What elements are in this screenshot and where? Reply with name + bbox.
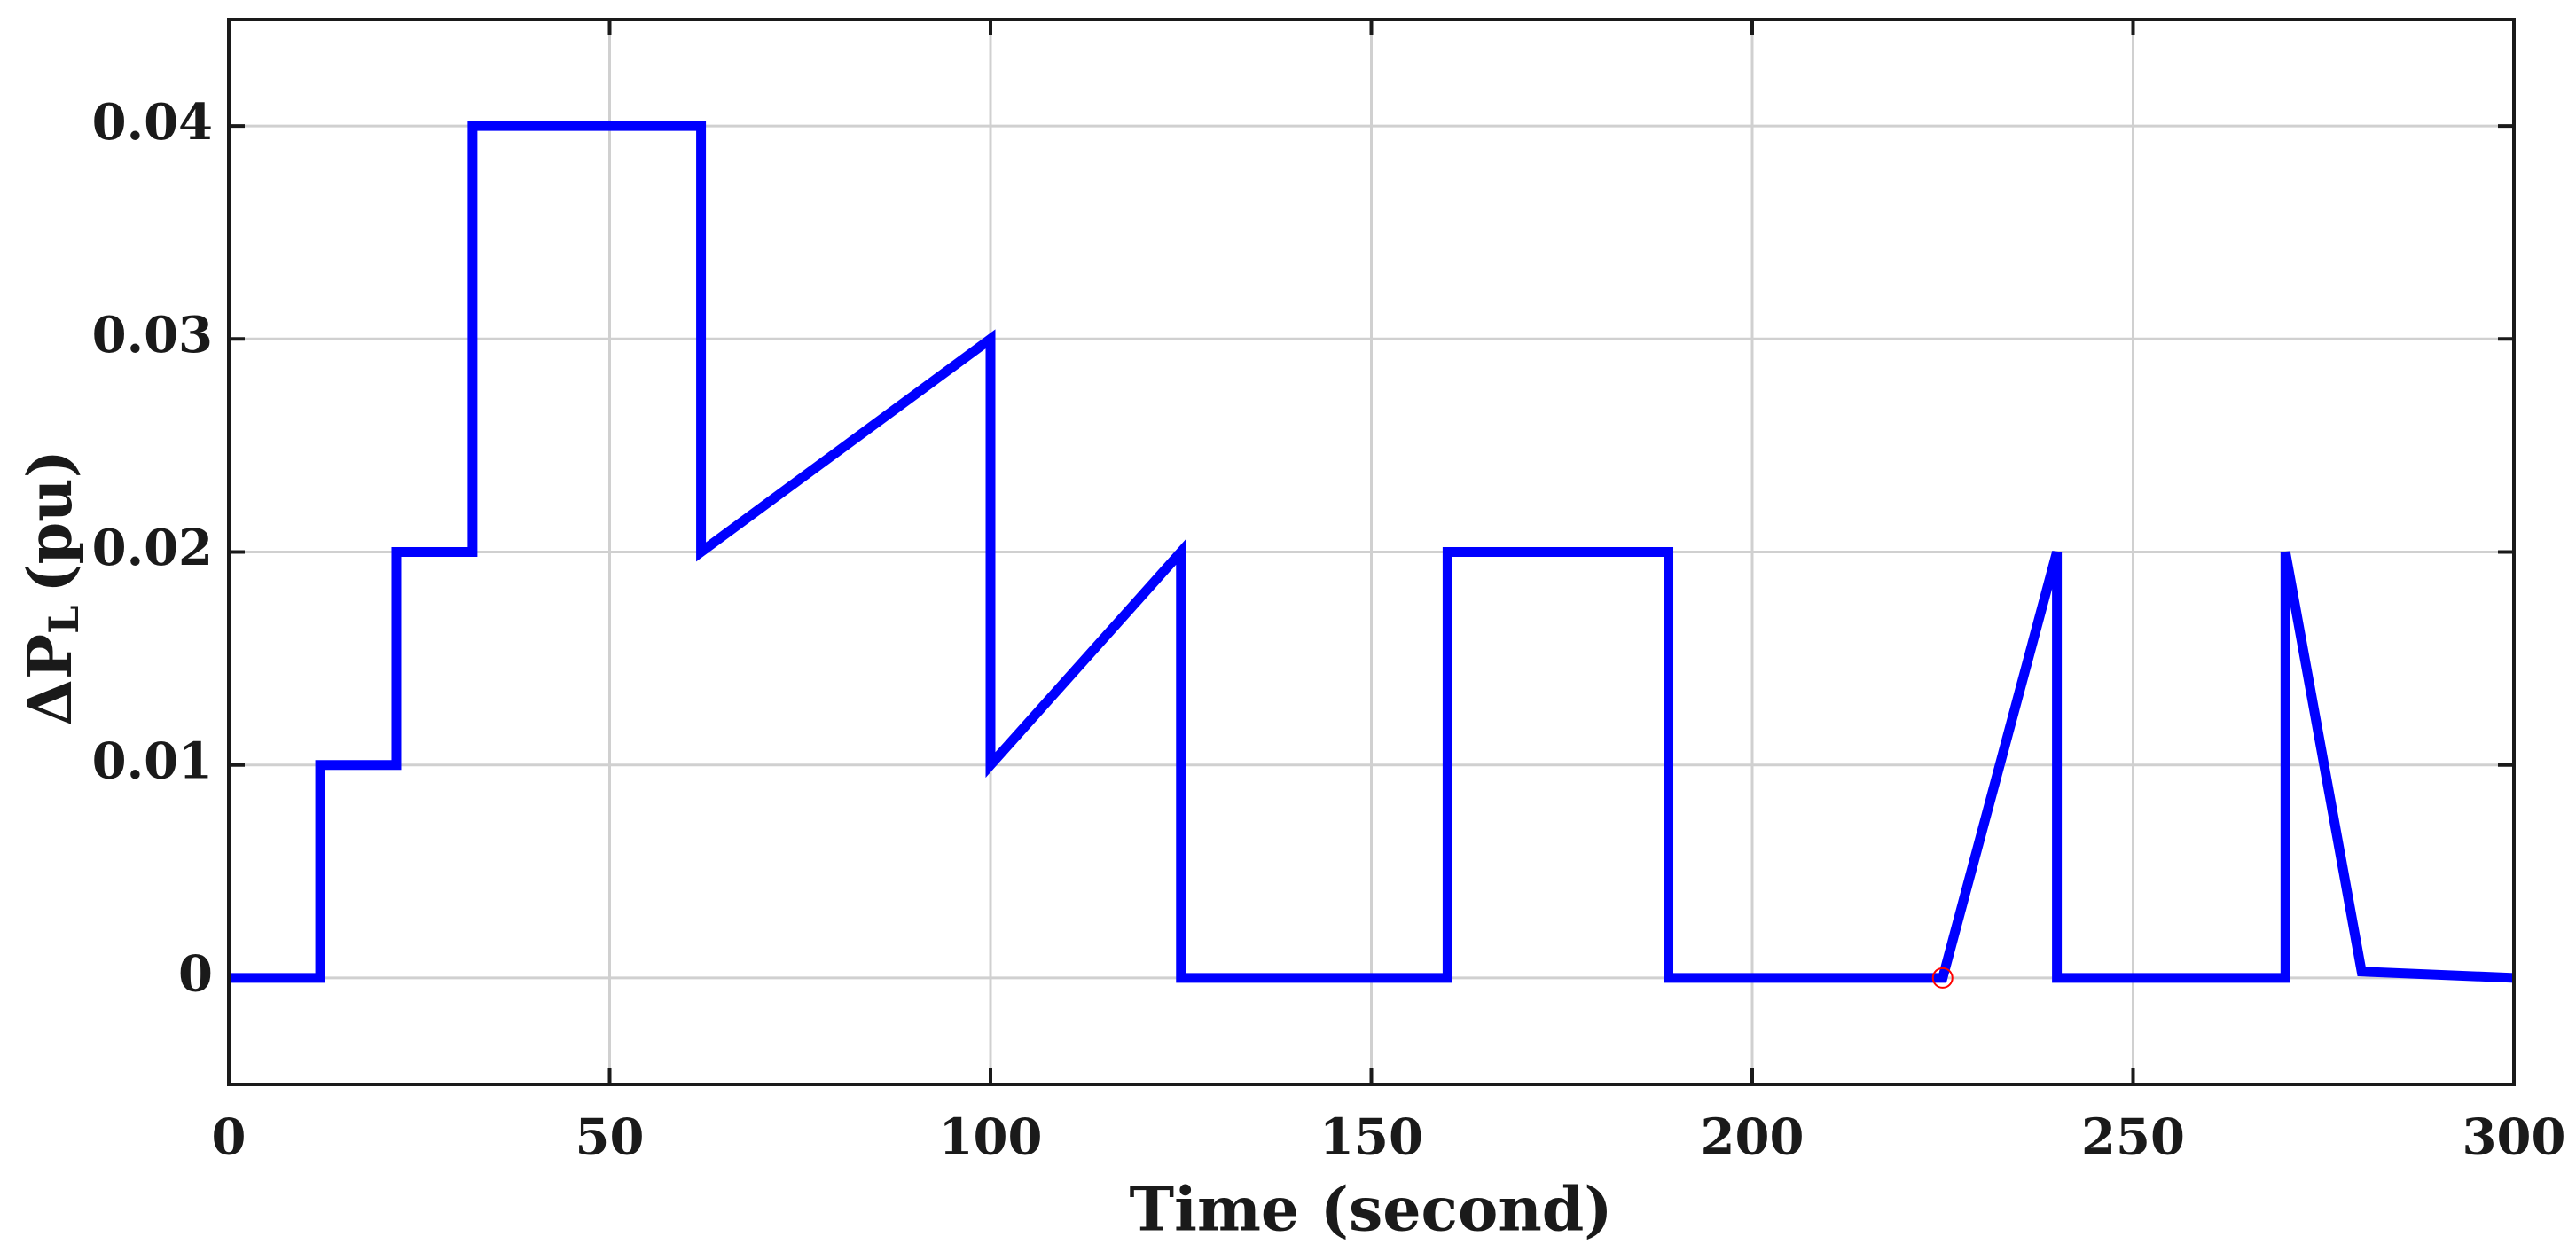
y-tick-label: 0.03	[92, 306, 213, 364]
y-label-sub: L	[40, 606, 88, 634]
y-axis-label: ΔPL (pu)	[15, 450, 89, 726]
y-tick-label: 0	[178, 945, 213, 1004]
x-tick-label: 0	[212, 1108, 247, 1167]
y-tick-label: 0.04	[92, 93, 213, 152]
y-tick-label: 0.02	[92, 519, 213, 577]
x-tick-label: 200	[1701, 1108, 1805, 1167]
y-label-tail: (pu)	[15, 450, 86, 592]
x-tick-label: 250	[2081, 1108, 2185, 1167]
plot-frame	[227, 18, 2516, 1086]
x-tick-label: 50	[575, 1108, 645, 1167]
x-axis-label: Time (second)	[1130, 1175, 1613, 1246]
data-line	[229, 121, 2515, 983]
x-tick-label: 300	[2462, 1108, 2566, 1167]
x-tick-label: 100	[939, 1108, 1043, 1167]
x-tick-label: 150	[1319, 1108, 1423, 1167]
y-tick-label: 0.01	[92, 732, 213, 790]
highlight-marker	[1931, 967, 1954, 989]
y-label-main: ΔP	[15, 634, 86, 726]
